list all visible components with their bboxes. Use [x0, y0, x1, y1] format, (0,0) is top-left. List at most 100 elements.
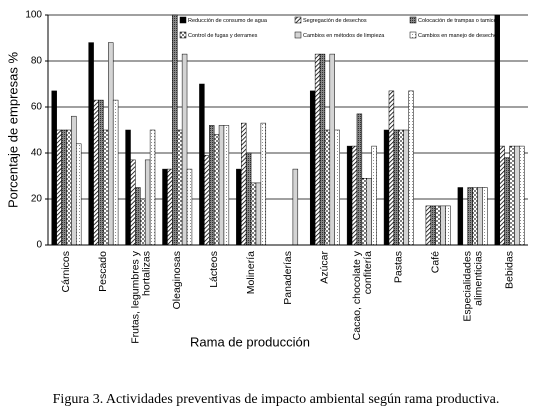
bar — [309, 90, 316, 246]
bar — [162, 168, 168, 246]
legend-label: Control de fugas y derrames — [188, 33, 258, 39]
bar — [445, 205, 451, 246]
bar — [324, 129, 331, 246]
bar — [149, 129, 156, 246]
x-tick-label: Molinería — [245, 251, 257, 294]
x-tick-label: Especialidades alimenticias — [461, 251, 484, 322]
bar — [371, 145, 377, 246]
bar — [167, 168, 173, 246]
y-tick-label: 100 — [25, 10, 42, 21]
bar — [241, 122, 247, 246]
bar — [509, 145, 515, 246]
bar — [260, 122, 267, 246]
bar — [514, 145, 520, 246]
bar — [430, 205, 436, 246]
bar — [472, 187, 478, 246]
y-axis-title: Porcentaje de empresas % — [5, 52, 20, 209]
bar — [125, 129, 131, 246]
x-tick-label: Azúcar — [319, 251, 331, 284]
bar — [346, 145, 353, 246]
bar — [425, 205, 432, 246]
bar — [482, 187, 488, 246]
bar — [140, 198, 146, 246]
bar — [93, 99, 99, 246]
bar — [255, 182, 262, 246]
bar — [245, 152, 252, 246]
legend-label: Reducción de consumo de agua — [188, 18, 268, 24]
bar — [71, 115, 77, 246]
bar — [356, 113, 363, 246]
bar — [204, 155, 210, 246]
bar — [76, 143, 82, 246]
bar — [135, 187, 141, 246]
bar — [403, 129, 409, 246]
x-tick-label: Café — [429, 251, 441, 273]
x-tick-label: Cacao, chocolate y confitería — [351, 250, 374, 340]
bar — [383, 129, 390, 246]
x-tick-label: Frutas, legumbres y hortalizas — [129, 250, 152, 344]
bar — [172, 14, 178, 246]
legend-swatch — [294, 16, 302, 24]
bar — [176, 129, 183, 246]
bar — [314, 53, 321, 246]
bar — [61, 129, 67, 246]
bar — [186, 168, 193, 246]
bar — [440, 205, 446, 246]
y-tick-label: 0 — [36, 240, 42, 251]
bar — [103, 129, 109, 246]
bar — [504, 157, 510, 246]
bar — [388, 90, 395, 246]
y-tick-label: 60 — [31, 102, 43, 113]
x-tick-label: Pastas — [393, 251, 405, 283]
legend-swatch — [179, 31, 187, 39]
bar — [329, 53, 335, 246]
legend-label: Cambios en manejo de desechos — [418, 33, 500, 39]
bar — [98, 99, 104, 246]
bar — [181, 53, 188, 246]
bar — [393, 129, 400, 246]
x-tick-label: Oleaginosas — [171, 251, 183, 309]
x-tick-label: Lácteos — [208, 251, 220, 288]
bar — [457, 187, 464, 246]
bar — [477, 187, 483, 246]
bar — [408, 90, 414, 246]
bar — [334, 129, 340, 246]
bar — [56, 129, 62, 246]
bar — [209, 125, 215, 246]
legend-swatch — [409, 16, 417, 24]
bar — [361, 178, 367, 246]
bar — [494, 14, 500, 246]
bar — [398, 129, 404, 246]
bar — [108, 42, 114, 246]
bar — [51, 90, 57, 246]
bar — [519, 145, 525, 246]
bar — [499, 145, 505, 246]
bar — [213, 134, 220, 246]
bar — [112, 99, 119, 246]
bar — [130, 159, 136, 246]
bar — [236, 168, 242, 246]
legend-swatch — [179, 16, 187, 24]
bar — [366, 178, 372, 246]
bar — [66, 129, 72, 246]
bar — [292, 168, 299, 246]
caption: Figura 3. Actividades preventivas de imp… — [53, 392, 500, 407]
y-tick-label: 20 — [31, 194, 43, 205]
bar — [467, 187, 473, 246]
x-tick-label: Bebidas — [503, 251, 515, 289]
x-tick-label: Cárnicos — [60, 251, 72, 292]
bar — [199, 83, 205, 246]
bar — [250, 182, 257, 246]
bar — [223, 125, 230, 246]
bar — [351, 145, 358, 246]
bar — [435, 205, 441, 246]
y-tick-label: 40 — [31, 148, 43, 159]
x-tick-label: Panaderías — [282, 251, 294, 305]
legend-swatch — [294, 31, 302, 39]
bar — [218, 125, 225, 246]
bar — [144, 159, 151, 246]
bar — [319, 53, 326, 246]
legend-label: Segregación de desechos — [303, 18, 367, 24]
y-tick-label: 80 — [31, 56, 43, 67]
